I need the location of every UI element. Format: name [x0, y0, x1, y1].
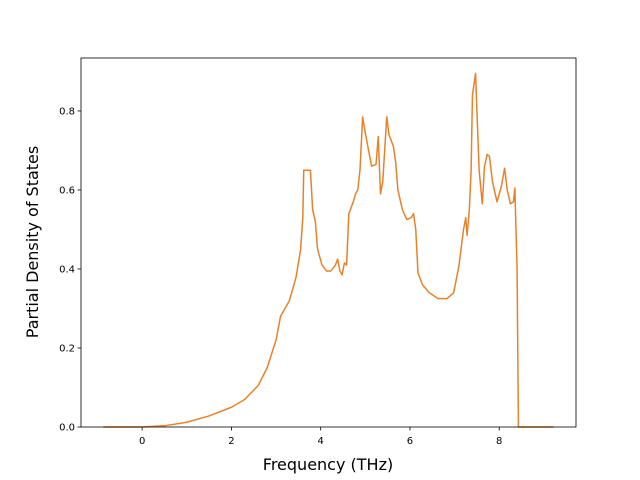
y-axis-label: Partial Density of States [23, 146, 42, 338]
line [103, 72, 554, 428]
plot-frame [80, 57, 577, 428]
y-tick-label: 0.4 [59, 264, 75, 275]
y-tick-label: 0.6 [59, 185, 75, 196]
x-axis-label: Frequency (THz) [263, 455, 393, 474]
x-tick-label: 2 [228, 436, 234, 447]
y-tick-label: 0.2 [59, 343, 75, 354]
y-tick-label: 0.8 [59, 106, 75, 117]
y-tick-label: 0.0 [59, 423, 75, 434]
x-tick-label: 8 [496, 436, 502, 447]
x-tick-label: 4 [318, 436, 324, 447]
x-tick-label: 6 [407, 436, 413, 447]
x-tick-label: 0 [139, 436, 145, 447]
